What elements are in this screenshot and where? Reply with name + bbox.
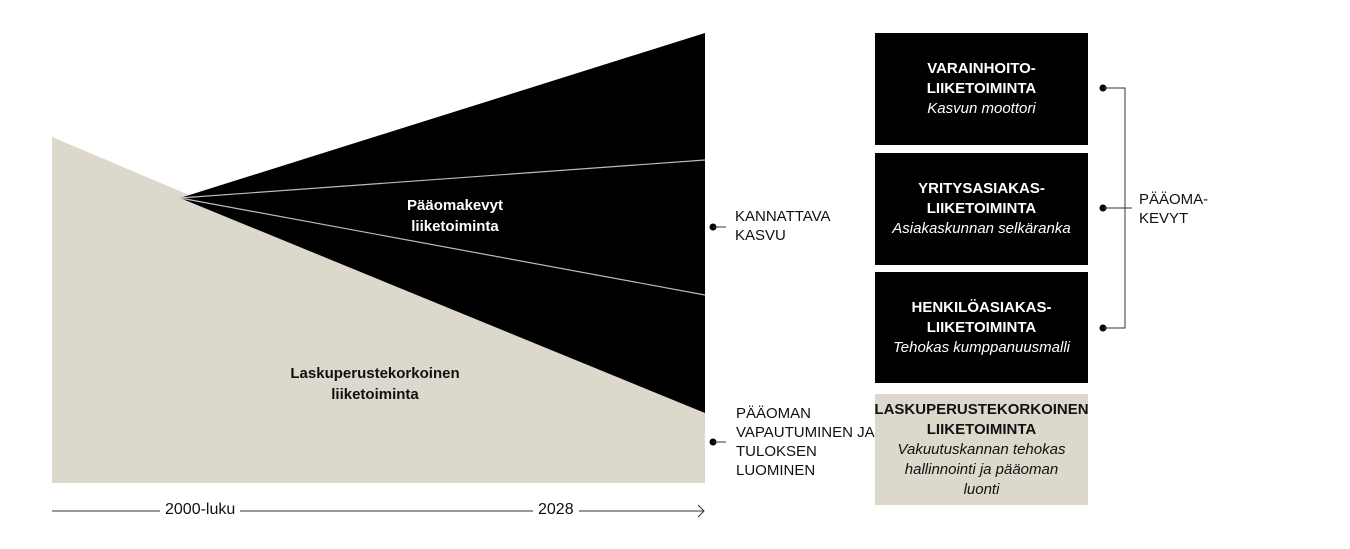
- capital-light-label: Pääomakevyt liiketoiminta: [407, 197, 503, 235]
- capital-light-wedge: [180, 33, 705, 413]
- guaranteed-rate-label: Laskuperustekorkoinen liiketoiminta: [290, 365, 460, 403]
- bracket-label: PÄÄOMA- KEVYT: [1139, 190, 1208, 228]
- outcome-capital-release: PÄÄOMAN VAPAUTUMINEN JA TULOKSEN LUOMINE…: [736, 405, 874, 479]
- box-subtitle: Tehokas kumppanuusmalli: [892, 338, 1071, 356]
- box-title: LIIKETOIMINTA: [926, 80, 1037, 97]
- outcome-profitable-growth: KANNATTAVA KASVU: [735, 208, 830, 244]
- box-asset-management: VARAINHOITO- LIIKETOIMINTA Kasvun mootto…: [875, 33, 1088, 145]
- box-corporate-customers: YRITYSASIAKAS- LIIKETOIMINTA Asiakaskunn…: [875, 153, 1088, 265]
- segment-divider: [179, 159, 706, 199]
- box-title: LASKUPERUSTEKORKOINEN: [874, 400, 1089, 418]
- segment-divider: [179, 197, 706, 296]
- axis-label-end: 2028: [533, 501, 579, 519]
- box-subtitle: Vakuutuskannan tehokas hallinnointi ja p…: [897, 440, 1066, 498]
- box-subtitle: Asiakaskunnan selkäranka: [892, 220, 1071, 237]
- bracket-label-line: KEVYT: [1139, 210, 1189, 227]
- bracket-label-line: PÄÄOMA-: [1139, 191, 1209, 208]
- axis-label-start: 2000-luku: [160, 501, 241, 519]
- guaranteed-rate-area: [52, 137, 705, 483]
- box-title: LIIKETOIMINTA: [926, 200, 1037, 217]
- box-title: HENKILÖASIAKAS-: [911, 298, 1052, 316]
- arrow-head-icon: [697, 504, 705, 518]
- box-title: VARAINHOITO-: [927, 60, 1036, 77]
- box-title: LIIKETOIMINTA: [926, 420, 1037, 438]
- box-title: LIIKETOIMINTA: [926, 318, 1037, 336]
- box-private-customers: HENKILÖASIAKAS- LIIKETOIMINTA Tehokas ku…: [875, 272, 1088, 383]
- box-title: YRITYSASIAKAS-: [918, 180, 1045, 197]
- box-guaranteed-rate: LASKUPERUSTEKORKOINEN LIIKETOIMINTA Vaku…: [874, 394, 1089, 505]
- box-subtitle: Kasvun moottori: [927, 100, 1036, 117]
